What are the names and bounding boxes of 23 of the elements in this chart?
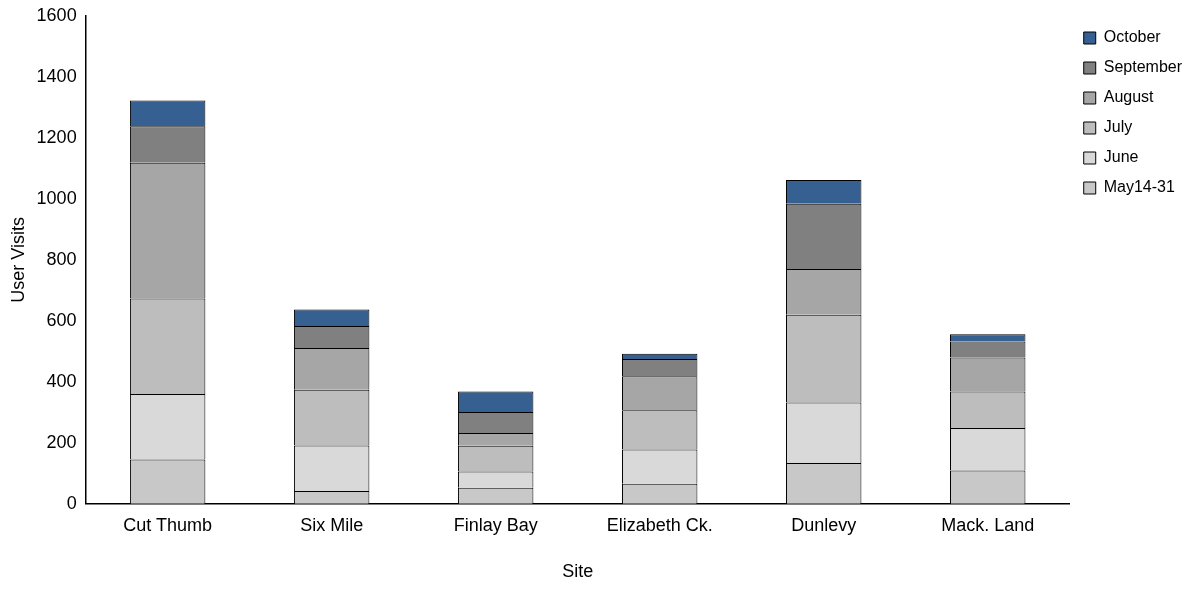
x-tick-label: Cut Thumb xyxy=(123,514,213,535)
y-tick-label: 600 xyxy=(46,309,77,330)
x-tick-label: Mack. Land xyxy=(941,514,1035,535)
legend-label: August xyxy=(1103,88,1155,106)
y-tick-label: 1200 xyxy=(36,126,77,147)
legend-label: October xyxy=(1103,28,1162,46)
x-axis-title: Site xyxy=(562,561,594,582)
legend-label: September xyxy=(1103,58,1183,76)
y-tick-label: 400 xyxy=(46,370,77,391)
x-tick-label: Finlay Bay xyxy=(453,514,538,535)
x-tick-label: Elizabeth Ck. xyxy=(606,514,713,535)
legend-label: July xyxy=(1103,118,1133,136)
legend-label: May14-31 xyxy=(1103,178,1175,196)
legend-label: June xyxy=(1103,148,1139,166)
y-tick-label: 800 xyxy=(46,248,77,269)
y-tick-label: 0 xyxy=(66,492,77,513)
y-tick-label: 200 xyxy=(46,431,77,452)
x-tick-label: Dunlevy xyxy=(791,514,857,535)
y-tick-label: 1000 xyxy=(36,187,77,208)
y-tick-label: 1600 xyxy=(36,4,77,25)
y-axis-title: User Visits xyxy=(7,217,28,303)
y-tick-label: 1400 xyxy=(36,65,77,86)
x-tick-label: Six Mile xyxy=(300,514,364,535)
